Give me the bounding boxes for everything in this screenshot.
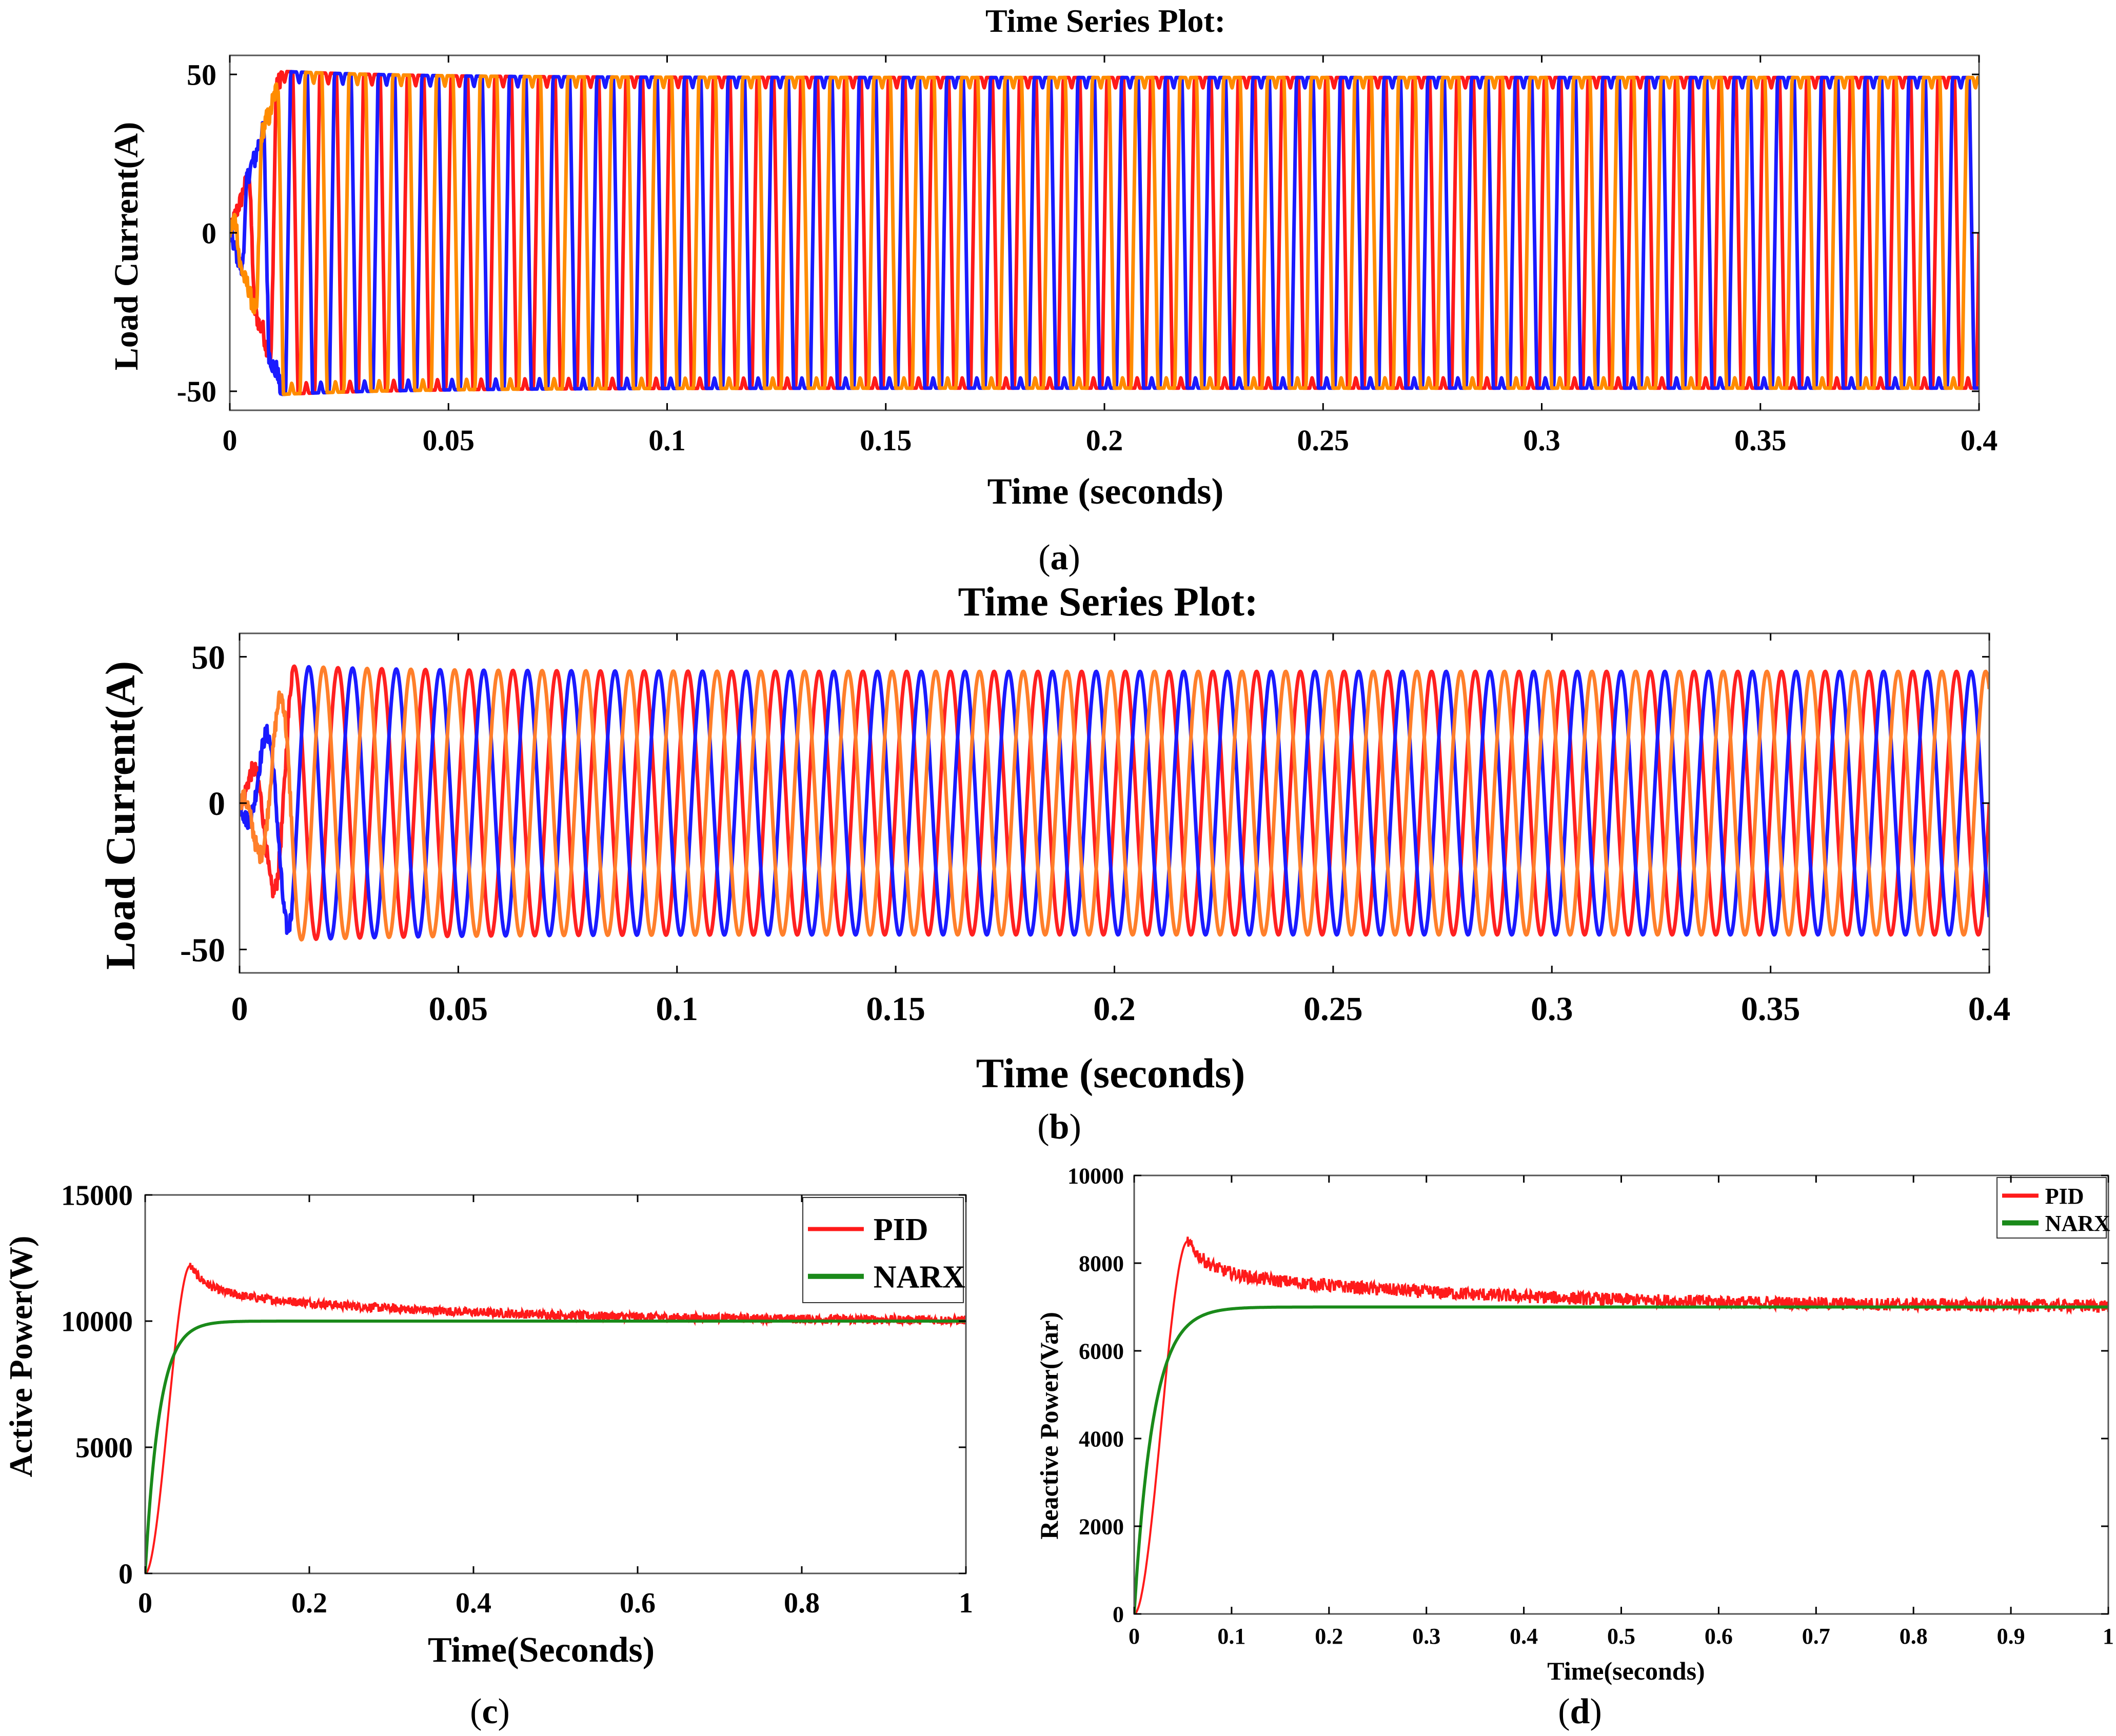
panel-c-xtick-label: 0.4 [456,1587,491,1619]
panel-c-ytick-label: 0 [118,1559,133,1590]
panel-a-xtick-label: 0.1 [648,424,686,457]
panel-b-ytick-label: 50 [191,639,225,676]
panel-b-xtick-label: 0.2 [1093,990,1136,1028]
panel-a-ytick-label: 50 [187,58,216,91]
panel-c-ytick-label: 15000 [61,1180,133,1212]
panel-a-xtick-label: 0.3 [1523,424,1560,457]
panel-c-chart: PID NARX 0 0.2 0.4 0.6 0.8 1 0 5000 10000 15000 Ti… [3,1180,973,1731]
panel-c-xtick-label: 0 [138,1587,152,1619]
panel-c-xtick-label: 0.6 [620,1587,656,1619]
panel-d-ytick-label: 10000 [1067,1163,1124,1188]
panel-b-xtick-label: 0.3 [1531,990,1573,1028]
panel-b-caption: (b) [1037,1107,1081,1147]
panel-d-legend-label-pid: PID [2045,1184,2084,1209]
panel-a-xlabel: Time (seconds) [987,471,1224,512]
panel-d-xtick-label: 0.4 [1510,1624,1538,1649]
panel-b-xtick-label: 0.25 [1303,990,1363,1028]
panel-d-xtick-label: 1 [2103,1624,2114,1649]
panel-d-xlabel: Time(seconds) [1547,1657,1705,1685]
panel-b-xlabel: Time (seconds) [976,1050,1245,1096]
panel-d-xtick-label: 0.1 [1217,1624,1245,1649]
panel-c-ytick-label: 5000 [75,1432,133,1464]
panel-a-xtick-label: 0.35 [1734,424,1787,457]
panel-d-xtick-label: 0.6 [1705,1624,1733,1649]
panel-b-xtick-label: 0.05 [429,990,488,1028]
panel-b-xtick-label: 0 [231,990,248,1028]
panel-a-xtick-label: 0.25 [1297,424,1350,457]
panel-a-series-phase-a [230,70,1979,395]
panel-d-caption: (d) [1558,1692,1602,1731]
panel-d-legend-label-narx: NARX [2045,1211,2110,1236]
panel-a-series-phase-c [230,70,1979,396]
panel-b-xtick-label: 0.1 [656,990,699,1028]
panel-d-xtick-label: 0.3 [1412,1624,1440,1649]
panel-b-ytick-label: -50 [180,931,225,969]
panel-d-ytick-label: 8000 [1079,1251,1124,1276]
panel-c-xtick-label: 0.8 [784,1587,820,1619]
panel-b-series-phase-c [240,665,1989,942]
panel-a-ytick-label: 0 [202,216,216,250]
panel-c-ylabel: Active Power(W) [3,1236,39,1478]
panel-d-xtick-label: 0.8 [1900,1624,1928,1649]
panel-d-ytick-label: 2000 [1079,1514,1124,1539]
panel-b-title: Time Series Plot: [958,580,1258,625]
panel-d-ytick-label: 6000 [1079,1339,1124,1364]
panel-d-xtick-label: 0 [1129,1624,1140,1649]
panel-d-xtick-label: 0.2 [1315,1624,1343,1649]
panel-c-xtick-label: 0.2 [291,1587,327,1619]
panel-d-xtick-label: 0.9 [1997,1624,2025,1649]
panel-b-series-phase-a [240,664,1989,941]
panel-a-ytick-label: -50 [177,375,216,408]
panel-a-chart: Time Series Plot: 0 0.05 0.1 0.15 0.2 0.25 0.3… [108,3,1998,577]
panel-c-caption: (c) [470,1692,510,1731]
panel-c-legend-label-narx: NARX [874,1260,965,1294]
panel-b-xtick-label: 0.15 [866,990,925,1028]
panel-b-chart: Time Series Plot: 0 0.05 0.1 0.15 0.2 0.25 0.3… [97,580,2010,1147]
panel-a-xtick-label: 0 [223,424,238,457]
panel-d-xtick-label: 0.7 [1802,1624,1830,1649]
panel-a-xtick-label: 0.15 [860,424,912,457]
panel-a-xtick-label: 0.05 [423,424,475,457]
panel-c-legend: PID NARX [802,1197,965,1303]
panel-a-ylabel: Load Current(A) [108,122,145,371]
panel-c-series-narx [145,1320,966,1573]
panel-a-caption: (a) [1038,538,1080,577]
panel-d-series-narx [1134,1305,2108,1614]
panel-c-legend-label-pid: PID [874,1212,928,1247]
panel-c-xlabel: Time(Seconds) [428,1630,655,1670]
panel-a-series-phase-b [230,70,1979,396]
panel-a-title: Time Series Plot: [985,3,1225,39]
panel-c-axes-frame [144,1194,967,1574]
panel-b-xtick-label: 0.4 [1968,990,2011,1028]
panel-c-xtick-label: 1 [959,1587,973,1619]
panel-b-xtick-label: 0.35 [1741,990,1801,1028]
panel-d-ylabel: Reactive Power(Var) [1035,1312,1063,1540]
panel-a-xtick-label: 0.2 [1086,424,1123,457]
panel-a-xtick-label: 0.4 [1961,424,1998,457]
panel-d-xtick-label: 0.5 [1607,1624,1635,1649]
panel-b-ylabel: Load Current(A) [97,661,144,970]
panel-b-ytick-label: 0 [208,785,225,823]
panel-c-ytick-label: 10000 [61,1306,133,1338]
panel-d-ytick-label: 4000 [1079,1426,1124,1451]
panel-d-ytick-label: 0 [1113,1602,1124,1627]
panel-b-series-phase-b [240,665,1989,941]
